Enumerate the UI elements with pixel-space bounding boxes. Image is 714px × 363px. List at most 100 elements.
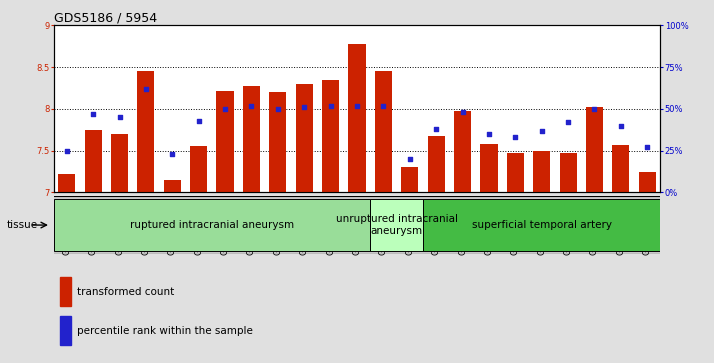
Bar <box>401 167 418 192</box>
Text: GSM1306886: GSM1306886 <box>89 199 98 255</box>
Bar <box>54 196 80 254</box>
Bar <box>60 316 71 346</box>
Bar <box>481 144 498 192</box>
Point <box>404 156 416 162</box>
Bar <box>370 199 423 251</box>
Bar <box>238 196 265 254</box>
Point <box>325 103 336 109</box>
Text: GSM1306894: GSM1306894 <box>300 199 308 255</box>
Text: ruptured intracranial aneurysm: ruptured intracranial aneurysm <box>130 220 294 230</box>
Text: GSM1306907: GSM1306907 <box>643 199 652 255</box>
Point <box>193 118 204 123</box>
Bar <box>428 136 445 192</box>
Text: GDS5186 / 5954: GDS5186 / 5954 <box>54 11 156 24</box>
Point <box>166 151 178 157</box>
Point <box>510 134 521 140</box>
Text: GSM1306900: GSM1306900 <box>458 199 467 255</box>
Text: GSM1306905: GSM1306905 <box>590 199 599 255</box>
Bar <box>159 196 186 254</box>
Bar <box>243 86 260 192</box>
Bar <box>216 90 233 192</box>
Bar <box>449 196 476 254</box>
Point <box>272 106 283 112</box>
Bar <box>133 196 159 254</box>
Bar <box>555 196 581 254</box>
Point <box>378 103 389 109</box>
Bar <box>533 151 550 192</box>
Point <box>351 103 363 109</box>
Point <box>140 86 151 92</box>
Bar <box>296 84 313 192</box>
Text: GSM1306903: GSM1306903 <box>537 199 546 255</box>
Bar <box>111 134 128 192</box>
Text: unruptured intracranial
aneurysm: unruptured intracranial aneurysm <box>336 214 458 236</box>
Point <box>298 104 310 110</box>
Text: GSM1306901: GSM1306901 <box>484 199 493 255</box>
Point <box>246 103 257 109</box>
Bar <box>84 130 101 192</box>
Bar <box>560 153 577 192</box>
Bar <box>54 199 370 251</box>
Text: GSM1306895: GSM1306895 <box>326 199 335 255</box>
Bar <box>265 196 291 254</box>
Bar <box>476 196 502 254</box>
Bar <box>212 196 238 254</box>
Text: GSM1306896: GSM1306896 <box>353 199 361 255</box>
Bar <box>581 196 608 254</box>
Bar <box>164 180 181 192</box>
Point <box>87 111 99 117</box>
Point <box>563 119 574 125</box>
Bar <box>375 71 392 192</box>
Bar <box>291 196 318 254</box>
Text: GSM1306893: GSM1306893 <box>273 199 282 255</box>
Text: GSM1306892: GSM1306892 <box>247 199 256 255</box>
Text: GSM1306902: GSM1306902 <box>511 199 520 255</box>
Bar <box>60 277 71 306</box>
Bar <box>269 92 286 192</box>
Bar <box>322 79 339 192</box>
Bar <box>344 196 370 254</box>
Text: GSM1306889: GSM1306889 <box>168 199 177 255</box>
Bar <box>528 196 555 254</box>
Point <box>457 109 468 115</box>
Text: GSM1306904: GSM1306904 <box>563 199 573 255</box>
Text: GSM1306887: GSM1306887 <box>115 199 124 255</box>
Bar <box>186 196 212 254</box>
Bar <box>634 196 660 254</box>
Text: GSM1306899: GSM1306899 <box>432 199 441 255</box>
Point <box>114 114 125 120</box>
Text: GSM1306888: GSM1306888 <box>141 199 151 255</box>
Bar <box>454 111 471 192</box>
Bar <box>80 196 106 254</box>
Bar <box>423 199 660 251</box>
Text: tissue: tissue <box>7 220 39 230</box>
Bar <box>348 44 366 192</box>
Text: superficial temporal artery: superficial temporal artery <box>472 220 612 230</box>
Bar <box>507 153 524 192</box>
Point <box>61 148 72 154</box>
Bar <box>586 107 603 192</box>
Point <box>642 144 653 150</box>
Text: GSM1306885: GSM1306885 <box>62 199 71 255</box>
Bar <box>318 196 344 254</box>
Text: GSM1306890: GSM1306890 <box>194 199 203 255</box>
Text: GSM1306891: GSM1306891 <box>221 199 230 255</box>
Point <box>219 106 231 112</box>
Point <box>589 106 600 112</box>
Point <box>615 123 627 129</box>
Bar <box>370 196 396 254</box>
Text: GSM1306897: GSM1306897 <box>379 199 388 255</box>
Point <box>483 131 495 137</box>
Bar <box>608 196 634 254</box>
Bar <box>137 71 154 192</box>
Text: GSM1306906: GSM1306906 <box>616 199 625 255</box>
Text: transformed count: transformed count <box>76 287 174 297</box>
Bar <box>396 196 423 254</box>
Text: GSM1306898: GSM1306898 <box>406 199 414 255</box>
Bar <box>190 146 207 192</box>
Bar <box>106 196 133 254</box>
Bar <box>423 196 449 254</box>
Bar <box>58 174 75 192</box>
Point <box>536 128 548 134</box>
Text: percentile rank within the sample: percentile rank within the sample <box>76 326 253 336</box>
